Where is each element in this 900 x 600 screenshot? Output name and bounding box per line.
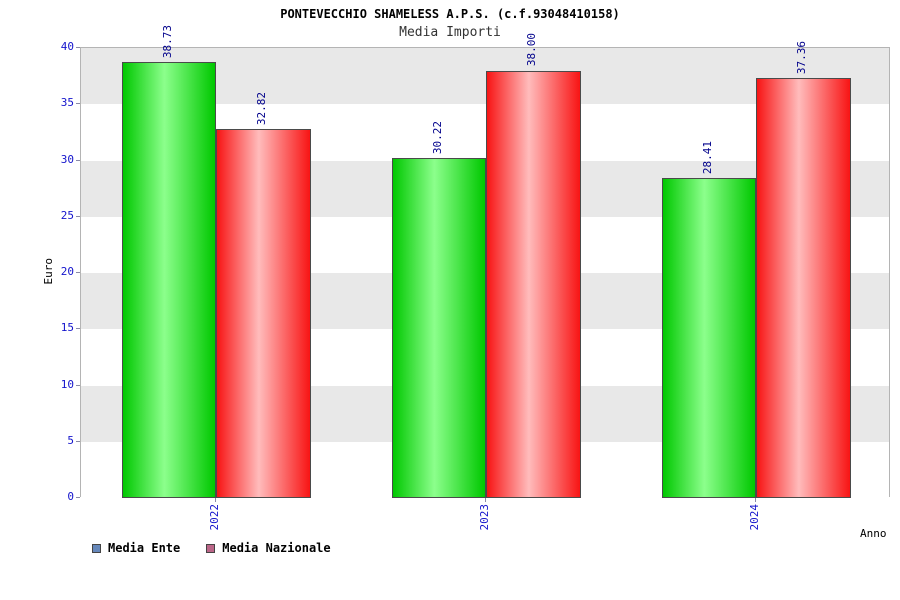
y-tick-mark <box>76 103 80 105</box>
x-category-label: 2022 <box>208 504 221 531</box>
y-tick-mark <box>76 215 80 217</box>
legend-swatch <box>92 543 101 553</box>
legend-item: Media Nazionale <box>206 541 331 555</box>
bar-value-label: 32.82 <box>255 91 269 125</box>
y-tick-label: 35 <box>60 96 74 110</box>
x-tick-mark <box>215 498 216 502</box>
y-tick-label: 20 <box>60 265 74 278</box>
legend-item: Media Ente <box>92 541 180 555</box>
y-tick-mark <box>76 272 80 273</box>
bar-value-label: 30.22 <box>430 120 444 155</box>
bar-value-label: 38.00 <box>525 33 539 67</box>
legend: Media Ente Media Nazionale <box>92 541 331 555</box>
y-tick-label: 10 <box>60 377 74 391</box>
bar-value-label: 37.36 <box>795 40 809 74</box>
y-tick-mark <box>76 47 80 48</box>
bar-media-nazionale <box>216 128 311 498</box>
bar-media-ente <box>121 62 216 498</box>
y-tick-mark <box>76 384 80 386</box>
legend-label: Media Ente <box>108 541 181 555</box>
x-tick-mark <box>755 498 756 502</box>
bar-value-label: 28.41 <box>700 141 714 175</box>
x-category-label: 2024 <box>748 504 761 531</box>
bar-media-ente <box>661 178 756 498</box>
y-tick-mark <box>76 440 80 442</box>
y-tick-label: 30 <box>60 152 74 166</box>
y-tick-mark <box>76 159 80 161</box>
plot-area <box>80 47 890 498</box>
x-category-label: 2023 <box>478 504 491 531</box>
chart-title: PONTEVECCHIO SHAMELESS A.P.S. (c.f.93048… <box>280 7 620 21</box>
chart-subtitle: Media Importi <box>399 25 501 40</box>
y-tick-label: 0 <box>67 490 74 503</box>
x-tick-mark <box>485 498 486 502</box>
bar-media-ente <box>391 158 486 498</box>
bar-value-label: 38.73 <box>160 25 174 59</box>
y-tick-label: 15 <box>60 321 74 335</box>
y-tick-mark <box>76 328 80 330</box>
y-tick-label: 5 <box>67 433 74 447</box>
legend-label: Media Nazionale <box>222 541 331 555</box>
bar-media-nazionale <box>756 77 851 498</box>
y-axis-title: Euro <box>42 258 55 285</box>
bars-layer <box>81 48 889 498</box>
bar-media-nazionale <box>486 70 581 498</box>
y-tick-mark <box>76 497 80 498</box>
x-axis-title: Anno <box>860 527 887 540</box>
y-tick-label: 25 <box>60 208 74 222</box>
legend-swatch <box>206 543 216 553</box>
y-tick-label: 40 <box>60 40 74 53</box>
